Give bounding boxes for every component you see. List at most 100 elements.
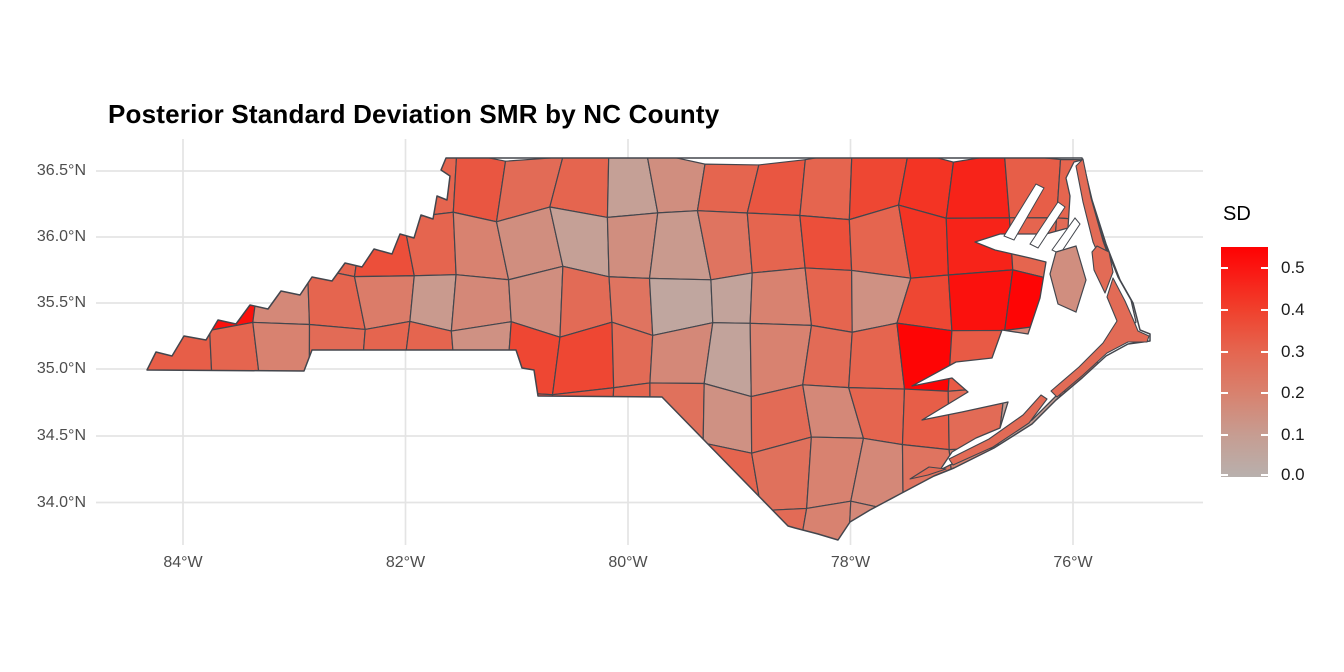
county-shape bbox=[252, 266, 311, 326]
county-shape bbox=[749, 267, 813, 326]
legend-tick-label: 0.5 bbox=[1281, 257, 1305, 277]
y-tick-label: 35.0°N bbox=[36, 360, 86, 377]
legend-tick-mark bbox=[1261, 474, 1268, 476]
county-shape bbox=[308, 378, 367, 446]
state-outline bbox=[146, 157, 1151, 541]
x-tick-label: 84°W bbox=[163, 554, 203, 571]
legend-gradient-bar bbox=[1221, 247, 1268, 477]
county-shape bbox=[408, 439, 455, 513]
county-shape bbox=[149, 262, 211, 331]
county-shape bbox=[448, 508, 511, 540]
x-tick-label: 80°W bbox=[608, 554, 648, 571]
county-shape bbox=[147, 504, 213, 540]
river-inlet bbox=[1003, 183, 1045, 241]
x-tick-label: 78°W bbox=[830, 554, 871, 571]
outer-banks-strip bbox=[948, 394, 1048, 466]
county-shape bbox=[147, 325, 213, 393]
county-shape bbox=[200, 504, 268, 540]
outer-banks-strip bbox=[909, 466, 947, 480]
county-shape bbox=[997, 447, 1055, 512]
county-shape bbox=[262, 440, 321, 507]
county-shape bbox=[203, 158, 254, 221]
y-tick-label: 36.5°N bbox=[36, 162, 86, 179]
county-shape bbox=[495, 500, 560, 540]
county-shape bbox=[198, 380, 265, 444]
y-tick-label: 34.0°N bbox=[36, 493, 86, 511]
county-shape bbox=[303, 208, 365, 278]
county-shape bbox=[953, 495, 1007, 540]
legend-tick-mark bbox=[1221, 474, 1228, 476]
county-mesh bbox=[147, 158, 1108, 540]
county-shape bbox=[610, 437, 661, 510]
legend-tick-label: 0.4 bbox=[1281, 299, 1305, 319]
county-shape bbox=[360, 320, 411, 390]
county-shape bbox=[308, 323, 366, 382]
county-shape bbox=[746, 212, 806, 274]
legend-tick-mark bbox=[1221, 392, 1228, 395]
legend-tick-label: 0.1 bbox=[1281, 425, 1305, 445]
county-shape bbox=[1053, 503, 1104, 540]
county-shape bbox=[147, 380, 213, 450]
county-shape bbox=[502, 391, 555, 454]
county-shape bbox=[553, 452, 612, 510]
county-shape bbox=[606, 494, 661, 540]
county-shape bbox=[649, 437, 704, 513]
county-shape bbox=[408, 508, 463, 540]
legend-tick-mark bbox=[1261, 434, 1268, 437]
legend-tick-mark bbox=[1261, 392, 1268, 395]
x-tick-label: 76°W bbox=[1053, 554, 1093, 571]
legend-tick-label: 0.0 bbox=[1281, 465, 1305, 484]
county-shape bbox=[203, 216, 260, 280]
county-shape bbox=[353, 275, 415, 331]
outer-banks-strip bbox=[1091, 245, 1114, 294]
county-shape bbox=[947, 269, 1014, 332]
county-shape bbox=[1047, 390, 1108, 455]
county-shape bbox=[945, 158, 1011, 219]
x-tick-label: 82°W bbox=[385, 554, 426, 571]
county-shape bbox=[260, 378, 321, 446]
county-shape bbox=[357, 496, 419, 540]
county-shape bbox=[400, 320, 457, 391]
county-shape bbox=[252, 158, 319, 218]
county-shape bbox=[252, 321, 311, 394]
county-shape bbox=[362, 158, 404, 219]
county-shape bbox=[303, 158, 367, 215]
legend-tick-mark bbox=[1261, 350, 1268, 353]
county-shape bbox=[998, 503, 1065, 540]
county-shape bbox=[147, 442, 202, 509]
county-shape bbox=[798, 500, 852, 540]
county-shape bbox=[400, 387, 457, 455]
legend-tick-mark bbox=[1221, 308, 1228, 311]
legend-tick-mark bbox=[1221, 266, 1228, 269]
county-shape bbox=[554, 500, 612, 540]
legend-tick-mark bbox=[1221, 434, 1228, 437]
county-shape bbox=[450, 321, 512, 393]
outer-banks-strip bbox=[1050, 277, 1150, 398]
county-shape bbox=[610, 382, 651, 455]
county-shape bbox=[804, 267, 853, 333]
county-shape bbox=[799, 158, 853, 221]
legend-tick-mark bbox=[1261, 266, 1268, 269]
county-shape bbox=[252, 208, 309, 280]
county-shape bbox=[799, 214, 853, 272]
legend-title: SD bbox=[1223, 203, 1251, 225]
legend-tick-mark bbox=[1221, 350, 1228, 353]
y-tick-label: 34.5°N bbox=[36, 427, 86, 444]
y-tick-label: 36.0°N bbox=[36, 228, 86, 245]
county-shape bbox=[902, 495, 956, 540]
county-shape-dare-mainland bbox=[1049, 245, 1087, 313]
county-shape bbox=[710, 272, 753, 324]
page-title: Posterior Standard Deviation SMR by NC C… bbox=[108, 99, 720, 130]
county-shape bbox=[147, 218, 205, 280]
county-shape bbox=[651, 494, 711, 540]
county-shape bbox=[452, 388, 507, 455]
county-shape bbox=[802, 324, 853, 389]
river-inlet bbox=[1029, 201, 1066, 249]
county-shape bbox=[198, 440, 268, 507]
county-shape bbox=[308, 437, 367, 501]
county-shape bbox=[848, 322, 906, 390]
county-shape bbox=[147, 158, 205, 221]
county-shape bbox=[308, 496, 363, 540]
